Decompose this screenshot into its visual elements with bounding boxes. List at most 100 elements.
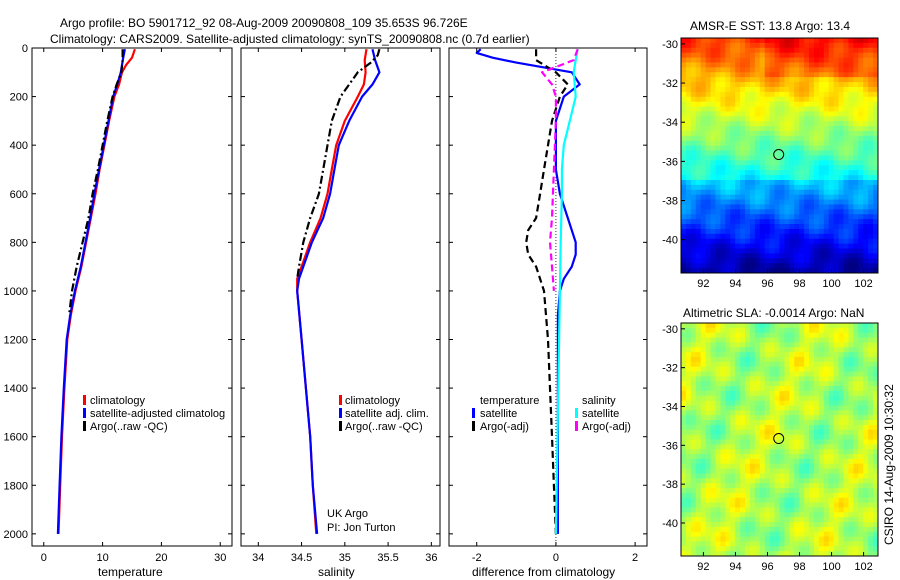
map-cell <box>720 327 726 334</box>
map-cell <box>725 390 731 397</box>
map-cell <box>828 352 835 358</box>
map-cell <box>764 376 771 382</box>
map-cell <box>873 224 878 230</box>
map-cell <box>690 488 697 494</box>
map-cell <box>853 116 859 122</box>
map-cell <box>720 352 726 358</box>
map-cell <box>794 356 800 363</box>
map-cell <box>848 390 854 397</box>
map-cell <box>868 439 874 445</box>
map-cell <box>759 395 766 402</box>
map-cell <box>710 458 717 465</box>
map-cell <box>853 72 859 78</box>
map-cell <box>823 531 830 538</box>
map-cell <box>725 47 731 54</box>
map-cell <box>809 165 815 171</box>
map-cell <box>764 323 771 329</box>
map-cell <box>749 473 756 479</box>
map-cell <box>759 106 766 113</box>
map-cell <box>799 135 805 142</box>
map-cell <box>868 429 874 436</box>
map-cell <box>784 155 790 161</box>
map-cell <box>754 424 761 431</box>
map-cell <box>818 135 825 142</box>
map-cell <box>853 238 859 245</box>
map-cell <box>868 160 874 166</box>
map-cell <box>843 243 850 250</box>
map-cell <box>818 248 825 255</box>
map-cell <box>740 42 746 49</box>
map-cell <box>769 522 776 528</box>
map-cell <box>794 106 800 113</box>
map-cell <box>799 361 805 368</box>
map-cell <box>794 512 800 518</box>
map-cell <box>754 189 761 196</box>
map-cell <box>715 233 721 240</box>
map-cell <box>868 478 874 484</box>
map-cell <box>813 478 820 484</box>
map-cell <box>858 248 864 255</box>
map-cell <box>779 184 786 191</box>
series-line-salinity-argo <box>540 48 579 291</box>
series-line-satellite <box>56 48 126 534</box>
map-cell <box>764 228 771 235</box>
map-cell <box>695 184 702 191</box>
map-cell <box>868 420 874 426</box>
map-cell <box>735 96 741 103</box>
map-cell <box>681 194 687 201</box>
map-cell <box>828 77 835 83</box>
map-cell <box>868 415 874 421</box>
map-cell <box>759 400 766 407</box>
map-cell <box>735 444 741 450</box>
map-cell <box>789 386 795 392</box>
map-cell <box>681 268 687 273</box>
map-cell <box>809 233 815 240</box>
map-cell <box>818 155 825 161</box>
map-cell <box>818 546 825 552</box>
map-cell <box>804 376 810 382</box>
map-cell <box>710 410 717 416</box>
map-cell <box>749 488 756 494</box>
map-cell <box>764 224 771 230</box>
map-cell <box>823 248 830 255</box>
map-cell <box>784 424 790 431</box>
map-cell <box>749 439 756 445</box>
map-cell <box>735 376 741 382</box>
map-cell <box>833 121 840 127</box>
map-cell <box>789 483 795 489</box>
map-cell <box>745 253 751 259</box>
map-cell <box>794 82 800 88</box>
map-cell <box>700 72 707 78</box>
map-cell <box>745 209 751 215</box>
map-cell <box>749 116 756 122</box>
map-cell <box>828 429 835 436</box>
map-cell <box>833 522 840 528</box>
map-cell <box>700 140 707 147</box>
map-cell <box>759 458 766 465</box>
map-cell <box>685 160 692 166</box>
map-cell <box>789 415 795 421</box>
map-cell <box>735 91 741 98</box>
map-cell <box>725 420 731 426</box>
map-cell <box>868 145 874 152</box>
map-cell <box>710 551 717 556</box>
map-cell <box>749 420 756 426</box>
map-cell <box>779 268 786 273</box>
map-cell <box>700 179 707 186</box>
map-cell <box>784 497 790 504</box>
map-cell <box>838 189 845 196</box>
map-cell <box>804 209 810 215</box>
map-cell <box>818 473 825 479</box>
map-cell <box>695 116 702 122</box>
map-cell <box>809 376 815 382</box>
map-cell <box>838 536 845 543</box>
map-cell <box>740 243 746 250</box>
map-cell <box>823 463 830 470</box>
sla-map-image <box>681 323 878 556</box>
map-cell <box>764 67 771 73</box>
map-cell <box>749 463 756 470</box>
map-cell <box>695 517 702 523</box>
map-cell <box>705 135 712 142</box>
map-cell <box>789 52 795 59</box>
map-cell <box>828 263 835 269</box>
